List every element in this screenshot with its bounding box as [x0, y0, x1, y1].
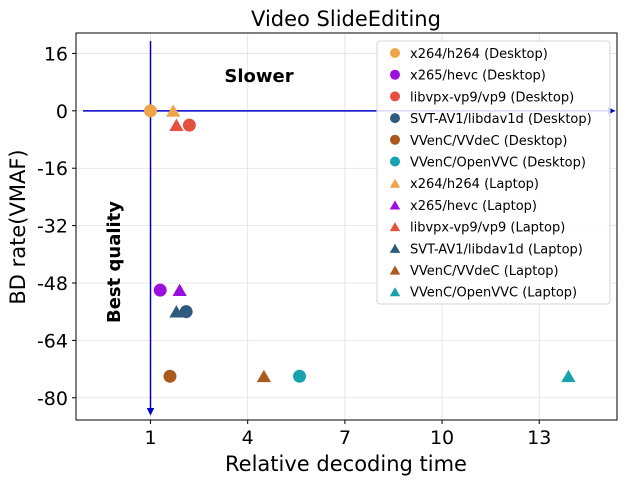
- x-axis-ticks: 1 4 7 10 13: [144, 420, 551, 449]
- chart-title: Video SlideEditing: [251, 7, 441, 31]
- plot-frame: [75, 32, 618, 421]
- legend-marker-circle: [390, 113, 400, 124]
- data-point-circle: [293, 369, 307, 383]
- legend-label: VVenC/VVdeC (Laptop): [410, 264, 559, 279]
- data-point-circle: [144, 104, 158, 118]
- y-axis-ticks: 16 0 -16 -32 -48 -64 -80: [37, 43, 76, 410]
- legend-label: VVenC/VVdeC (Desktop): [410, 134, 567, 149]
- data-point-circle: [163, 369, 177, 383]
- y-axis-label: BD rate(VMAF): [6, 149, 30, 304]
- legend-marker-circle: [390, 48, 400, 58]
- data-point-triangle: [172, 283, 187, 297]
- legend-marker-triangle: [389, 265, 401, 275]
- legend-label: x264/h264 (Laptop): [410, 177, 539, 192]
- y-tick-label: -64: [37, 330, 68, 352]
- annotation-slower: Slower: [224, 66, 293, 87]
- legend-label: x264/h264 (Desktop): [410, 47, 548, 62]
- x-axis-label: Relative decoding time: [225, 452, 467, 476]
- legend-label: SVT-AV1/libdav1d (Desktop): [410, 112, 592, 127]
- legend-marker-circle: [390, 134, 400, 145]
- y-tick-label: -80: [37, 388, 68, 410]
- data-point-triangle: [256, 369, 272, 383]
- y-tick-label: -48: [37, 273, 68, 295]
- legend: x264/h264 (Desktop) x265/hevc (Desktop) li…: [376, 40, 611, 305]
- data-point-circle: [153, 283, 167, 297]
- legend-marker-triangle: [389, 200, 401, 210]
- data-point-triangle: [169, 305, 184, 318]
- legend-marker-circle: [390, 156, 400, 167]
- legend-marker-triangle: [389, 287, 401, 297]
- y-tick-label: 0: [56, 101, 68, 123]
- legend-box: [376, 40, 611, 305]
- legend-label: libvpx-vp9/vp9 (Laptop): [410, 221, 565, 236]
- legend-marker-triangle: [389, 222, 401, 232]
- x-tick-label: 1: [144, 427, 156, 449]
- y-tick-label: -16: [37, 158, 68, 180]
- legend-marker-circle: [390, 69, 400, 80]
- data-point-circle: [179, 305, 193, 319]
- annotation-best-quality: Best quality: [104, 201, 125, 323]
- x-tick-label: 4: [242, 427, 254, 449]
- legend-label: libvpx-vp9/vp9 (Desktop): [410, 90, 574, 105]
- data-point-triangle: [166, 104, 181, 117]
- legend-marker-triangle: [389, 243, 401, 253]
- legend-label: VVenC/OpenVVC (Desktop): [410, 156, 586, 171]
- legend-label: VVenC/OpenVVC (Laptop): [410, 286, 577, 301]
- data-point-triangle: [561, 369, 576, 383]
- y-tick-label: 16: [44, 43, 68, 65]
- x-tick-label: 10: [430, 427, 454, 449]
- y-tick-label: -32: [37, 216, 68, 238]
- legend-label: x265/hevc (Laptop): [410, 199, 537, 214]
- legend-marker-circle: [390, 91, 400, 102]
- data-point-circle: [182, 118, 196, 132]
- legend-label: SVT-AV1/libdav1d (Laptop): [410, 242, 583, 257]
- data-point-triangle: [169, 118, 184, 132]
- x-tick-label: 13: [527, 427, 551, 449]
- x-tick-label: 7: [339, 427, 351, 449]
- legend-marker-triangle: [389, 178, 401, 188]
- legend-label: x265/hevc (Desktop): [410, 69, 546, 84]
- data-points: [144, 104, 576, 383]
